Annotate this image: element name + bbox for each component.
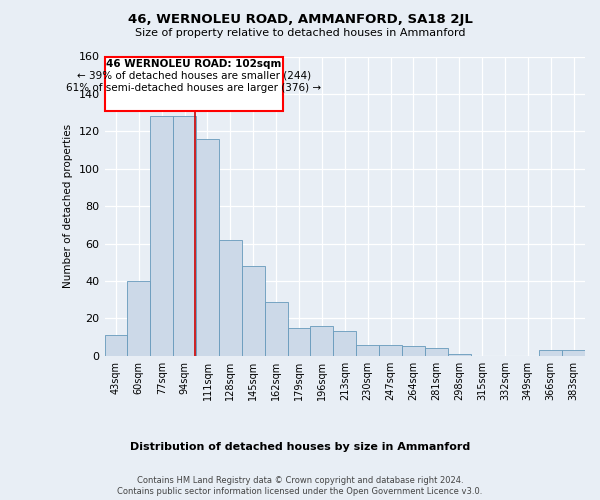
Bar: [196, 139, 219, 356]
Text: Distribution of detached houses by size in Ammanford: Distribution of detached houses by size …: [130, 442, 470, 452]
Bar: [265, 302, 287, 356]
Bar: [539, 350, 562, 356]
Bar: [425, 348, 448, 356]
Bar: [173, 116, 196, 356]
Bar: [104, 335, 127, 356]
FancyBboxPatch shape: [105, 56, 283, 110]
Text: 46, WERNOLEU ROAD, AMMANFORD, SA18 2JL: 46, WERNOLEU ROAD, AMMANFORD, SA18 2JL: [128, 12, 472, 26]
Text: 46 WERNOLEU ROAD: 102sqm: 46 WERNOLEU ROAD: 102sqm: [106, 60, 281, 70]
Text: 61% of semi-detached houses are larger (376) →: 61% of semi-detached houses are larger (…: [67, 82, 322, 92]
Bar: [310, 326, 334, 356]
Bar: [287, 328, 310, 356]
Text: Contains HM Land Registry data © Crown copyright and database right 2024.: Contains HM Land Registry data © Crown c…: [137, 476, 463, 485]
Bar: [379, 344, 402, 356]
Y-axis label: Number of detached properties: Number of detached properties: [63, 124, 73, 288]
Bar: [356, 344, 379, 356]
Text: ← 39% of detached houses are smaller (244): ← 39% of detached houses are smaller (24…: [77, 70, 311, 81]
Bar: [562, 350, 585, 356]
Bar: [150, 116, 173, 356]
Bar: [242, 266, 265, 356]
Bar: [448, 354, 470, 356]
Bar: [402, 346, 425, 356]
Bar: [219, 240, 242, 356]
Text: Size of property relative to detached houses in Ammanford: Size of property relative to detached ho…: [135, 28, 465, 38]
Bar: [127, 281, 150, 356]
Text: Contains public sector information licensed under the Open Government Licence v3: Contains public sector information licen…: [118, 488, 482, 496]
Bar: [334, 332, 356, 356]
